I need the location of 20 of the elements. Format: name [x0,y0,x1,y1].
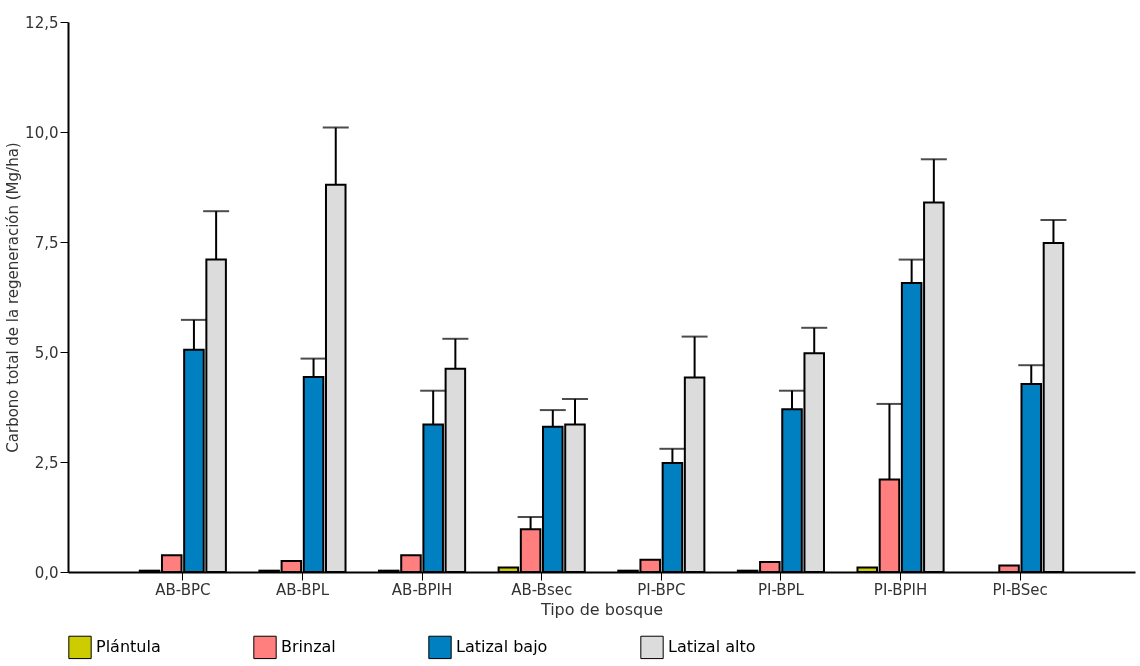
x-tick-label: AB-Bsec [511,580,573,599]
x-axis-title: Tipo de bosque [539,599,664,619]
legend-label: Latizal alto [668,637,756,657]
y-tick-label: 0,0 [34,563,59,582]
x-tick-label: AB-BPL [275,580,330,599]
x-tick-label: AB-BPIH [391,580,453,599]
x-tick-label: PI-BPIH [873,580,928,599]
x-tick-label: AB-BPC [155,580,211,599]
x-tick-label: PI-BSec [992,580,1048,599]
y-tick-label: 10,0 [25,123,59,142]
legend-label: Plántula [96,637,161,657]
y-tick-label: 7,5 [34,233,59,252]
y-tick-label: 2,5 [34,453,59,472]
legend-label: Latizal bajo [456,637,548,657]
y-tick-label: 5,0 [34,343,59,362]
y-tick-label: 12,5 [25,13,59,32]
x-tick-label: PI-BPL [757,580,805,599]
y-axis-title: Carbono total de la regeneración (Mg/ha) [4,142,23,453]
legend-label: Brinzal [281,637,336,657]
x-tick-label: PI-BPC [637,580,686,599]
